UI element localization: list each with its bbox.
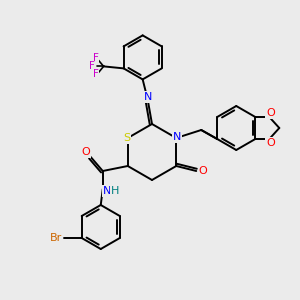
Text: H: H: [111, 186, 119, 196]
Text: S: S: [123, 133, 130, 143]
Text: O: O: [266, 108, 275, 118]
Text: Br: Br: [50, 233, 62, 243]
Text: F: F: [89, 61, 94, 71]
Text: F: F: [93, 53, 98, 63]
Text: N: N: [173, 132, 182, 142]
Text: N: N: [103, 186, 111, 196]
Text: O: O: [266, 138, 275, 148]
Text: N: N: [143, 92, 152, 102]
Text: F: F: [93, 69, 98, 80]
Text: O: O: [199, 166, 208, 176]
Text: O: O: [81, 147, 90, 157]
